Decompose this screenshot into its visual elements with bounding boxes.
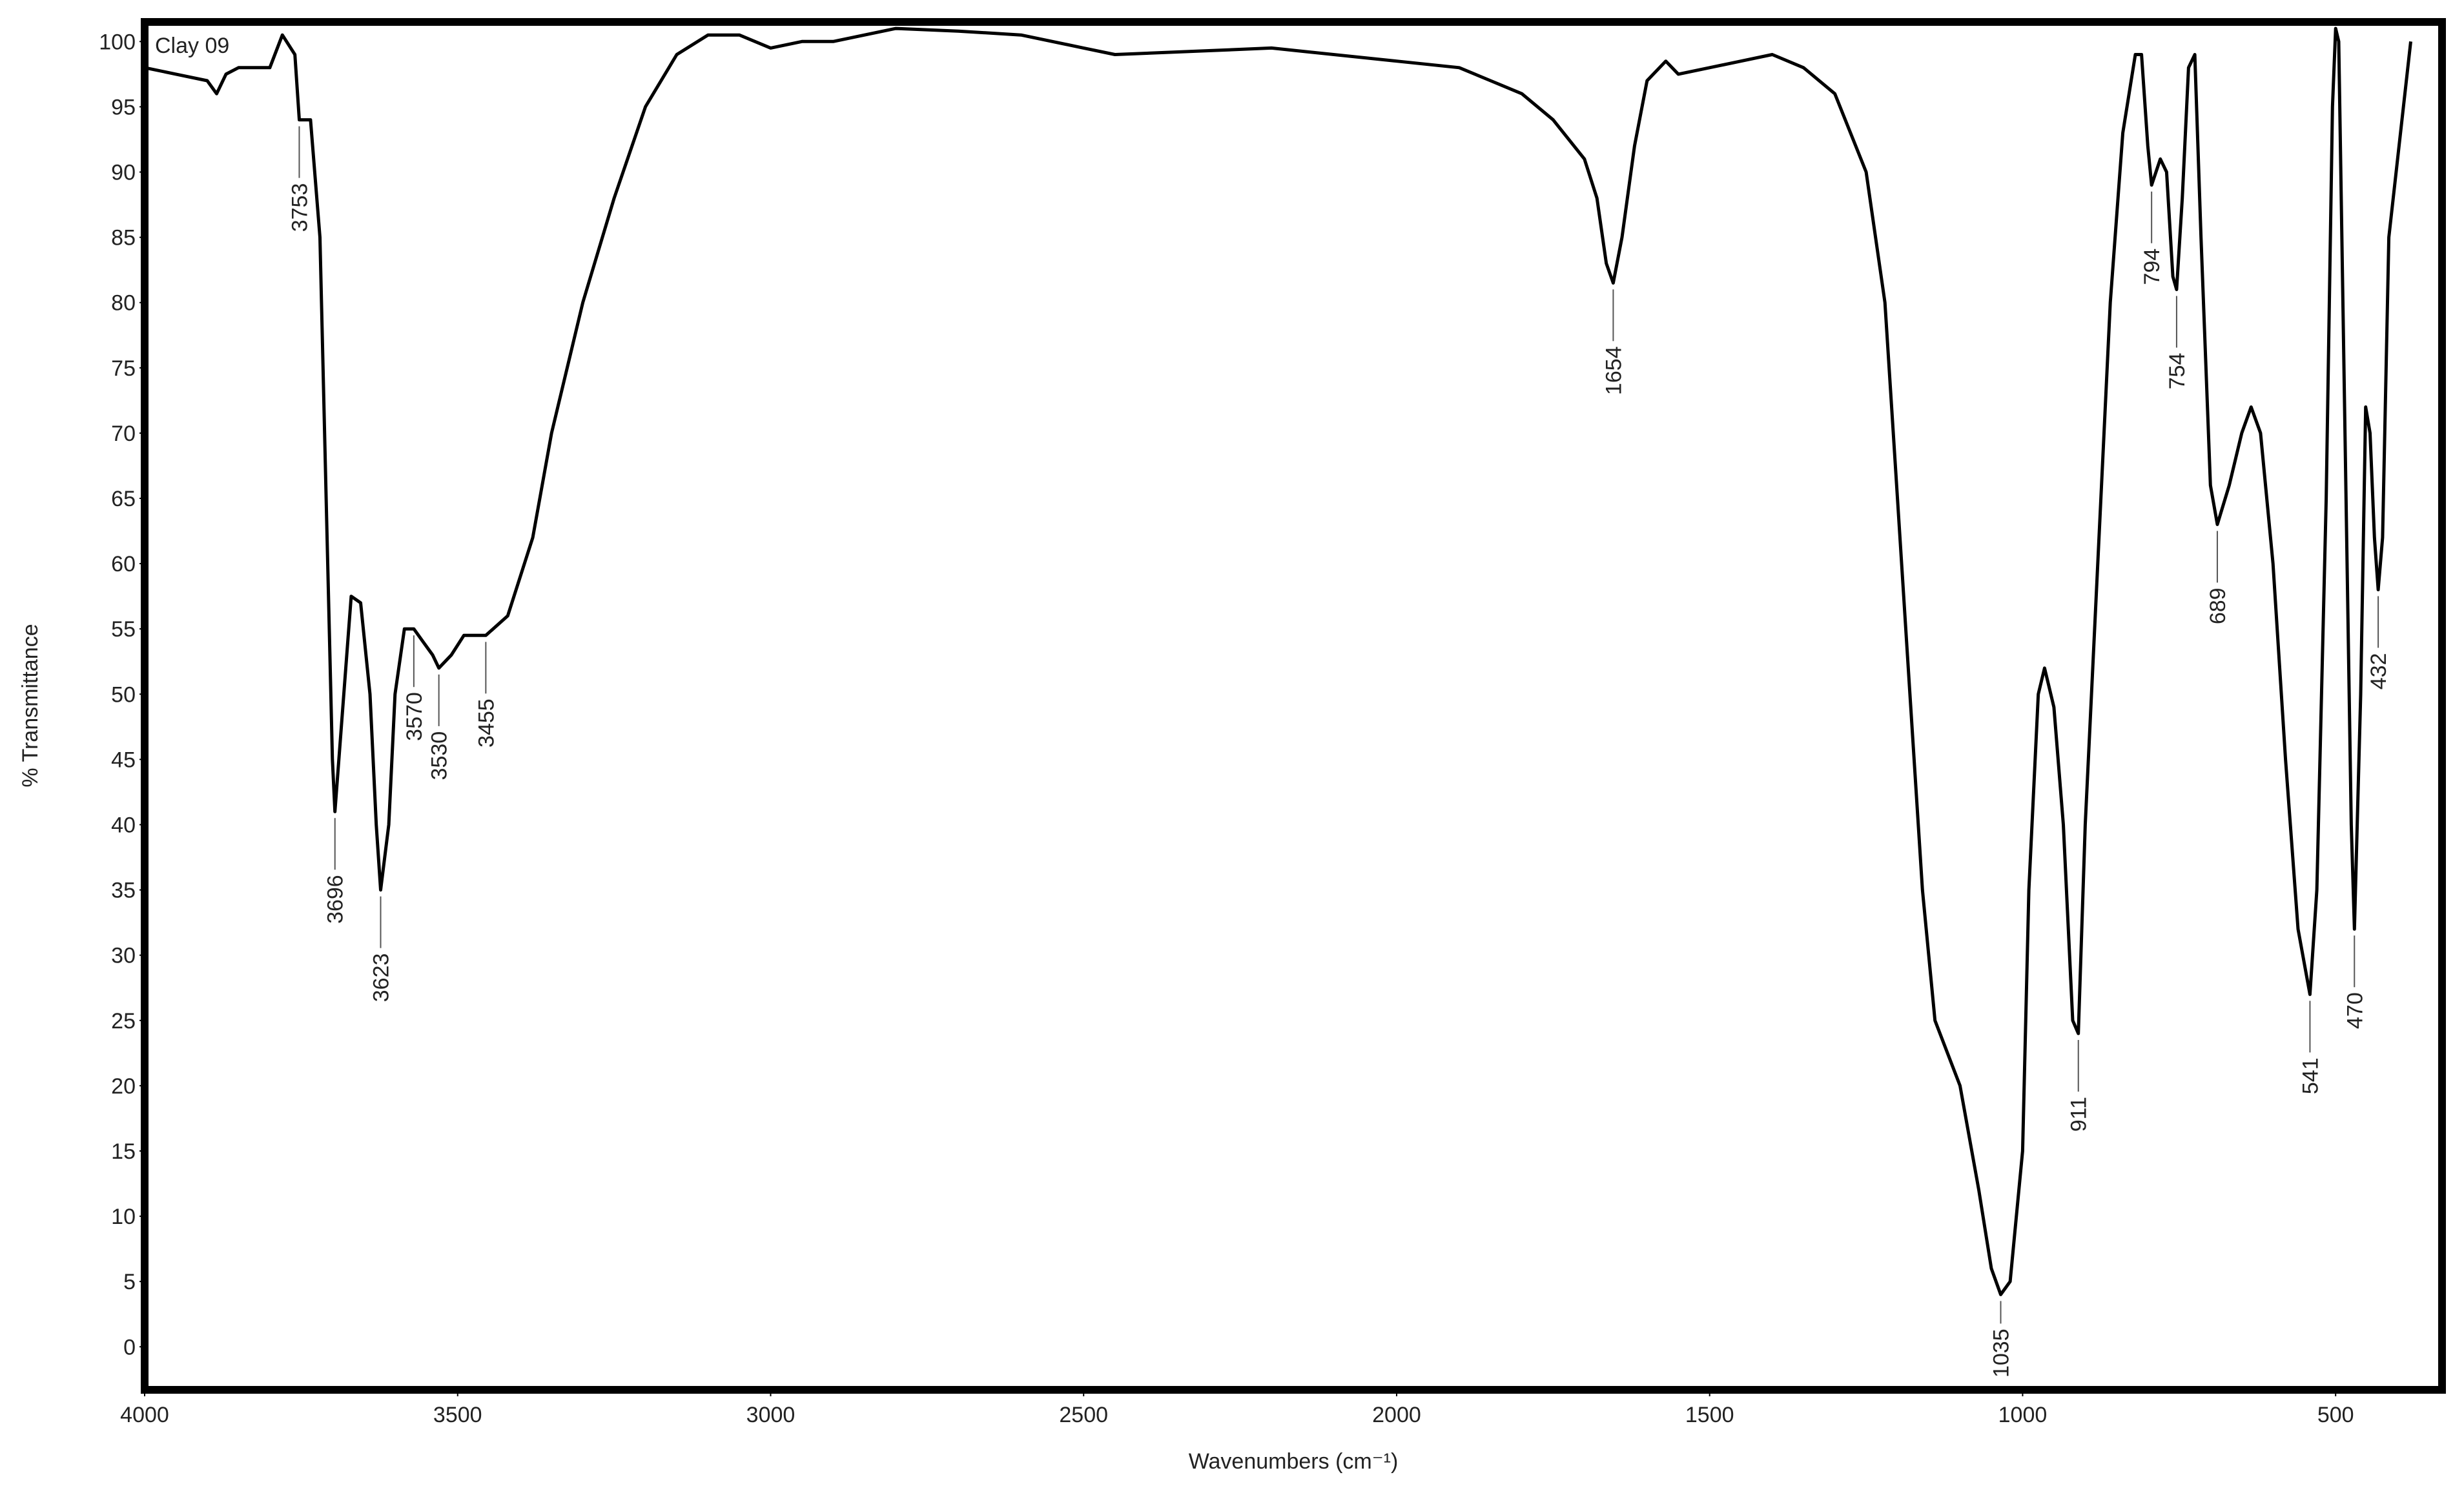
- peak-label: 911: [2067, 1097, 2091, 1132]
- x-tick-label: 2000: [1372, 1403, 1421, 1427]
- y-tick-label: 50: [111, 682, 136, 707]
- y-tick-label: 70: [111, 422, 136, 446]
- y-tick-label: 20: [111, 1074, 136, 1099]
- chart-title: Clay 09: [155, 34, 229, 58]
- peak-label: 432: [2366, 653, 2391, 690]
- y-tick-label: 15: [111, 1139, 136, 1164]
- peak-label: 1035: [1989, 1329, 2014, 1378]
- peak-label: 470: [2343, 992, 2367, 1029]
- y-tick-label: 85: [111, 226, 136, 250]
- y-tick-label: 55: [111, 617, 136, 642]
- peak-label: 3753: [287, 183, 312, 232]
- x-tick-label: 1000: [1998, 1403, 2048, 1427]
- x-tick-label: 500: [2317, 1403, 2354, 1427]
- peak-label: 1654: [1601, 346, 1626, 395]
- y-tick-label: 10: [111, 1205, 136, 1229]
- x-tick-label: 3500: [433, 1403, 482, 1427]
- x-axis-label: Wavenumbers (cm⁻¹): [1189, 1449, 1399, 1474]
- peak-label: 3623: [369, 953, 393, 1003]
- peak-label: 689: [2206, 587, 2230, 624]
- peak-label: 3696: [323, 875, 348, 924]
- y-tick-label: 25: [111, 1009, 136, 1034]
- x-tick-label: 4000: [120, 1403, 169, 1427]
- y-tick-label: 90: [111, 161, 136, 185]
- plot-frame: [141, 18, 2446, 1394]
- y-tick-label: 45: [111, 748, 136, 772]
- y-tick-label: 0: [123, 1335, 136, 1360]
- peak-label: 754: [2165, 352, 2190, 389]
- peak-label: 3570: [402, 692, 427, 741]
- y-tick-label: 95: [111, 95, 136, 119]
- x-tick-label: 3000: [746, 1403, 796, 1427]
- y-axis-label: % Transmittance: [18, 624, 43, 787]
- x-tick-label: 2500: [1059, 1403, 1108, 1427]
- x-tick-label: 1500: [1685, 1403, 1734, 1427]
- spectrum-line: [145, 26, 2412, 1296]
- y-tick-label: 65: [111, 487, 136, 511]
- y-tick-label: 80: [111, 291, 136, 316]
- peak-label: 3455: [474, 698, 498, 748]
- peak-label: 3530: [427, 731, 452, 780]
- y-tick-label: 100: [99, 30, 136, 54]
- y-tick-label: 5: [123, 1270, 136, 1294]
- y-tick-label: 35: [111, 879, 136, 903]
- y-tick-label: 40: [111, 813, 136, 837]
- peak-label: 794: [2140, 249, 2164, 285]
- peak-label: 541: [2298, 1057, 2323, 1094]
- y-tick-label: 30: [111, 944, 136, 968]
- y-tick-label: 75: [111, 356, 136, 381]
- y-tick-label: 60: [111, 552, 136, 576]
